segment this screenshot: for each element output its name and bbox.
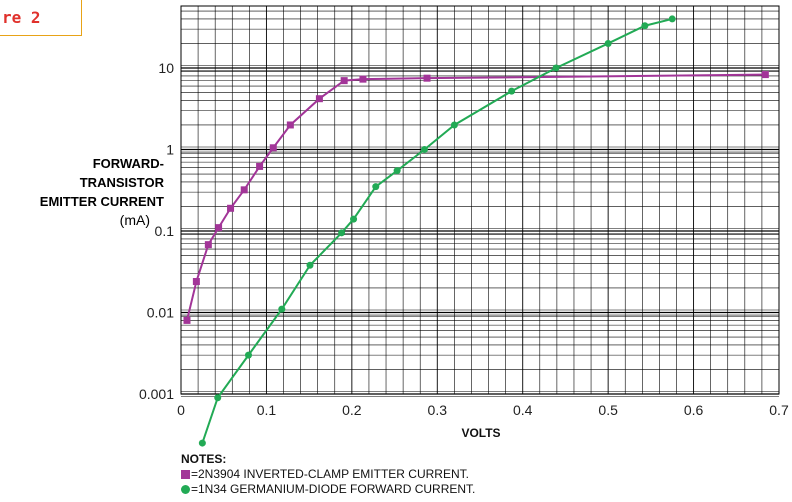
circle-data-point (244, 351, 252, 359)
note-item-1: =2N3904 INVERTED-CLAMP EMITTER CURRENT. (181, 467, 475, 482)
notes-title: NOTES: (181, 452, 227, 466)
note-item-2-text: =1N34 GERMANIUM-DIODE FORWARD CURRENT. (191, 482, 476, 496)
circle-data-point (214, 394, 222, 402)
figure-label: re 2 (0, 0, 82, 36)
y-tick-label: 0.001 (139, 386, 174, 402)
x-tick-label: 0.2 (342, 402, 362, 418)
square-data-point (315, 95, 323, 103)
x-tick-label: 0.7 (769, 402, 789, 418)
plot-frame (180, 5, 780, 395)
x-tick-label: 0.3 (428, 402, 448, 418)
y-tick-label: 1 (166, 142, 174, 158)
y-axis-label: FORWARD- TRANSISTOR EMITTER CURRENT (mA) (0, 154, 164, 230)
circle-data-point (372, 183, 380, 191)
circle-data-point (450, 121, 458, 129)
notes: NOTES: =2N3904 INVERTED-CLAMP EMITTER CU… (181, 452, 475, 497)
x-tick-label: 0 (177, 402, 185, 418)
square-data-point (215, 224, 223, 232)
chart-grid (180, 5, 780, 397)
circle-data-point (393, 167, 401, 175)
square-data-point (204, 241, 212, 249)
y-axis-label-line-1: FORWARD- (92, 156, 164, 171)
square-data-point (183, 316, 191, 324)
x-tick-label: 0.1 (257, 402, 277, 418)
x-tick-label: 0.4 (513, 402, 533, 418)
square-data-point (340, 77, 348, 85)
circle-data-point (641, 22, 649, 30)
circle-data-point (198, 439, 206, 447)
circle-data-point (508, 87, 516, 95)
circle-data-point (306, 261, 314, 269)
circle-data-point (350, 215, 358, 223)
x-tick-label: 0.5 (598, 402, 618, 418)
y-axis-label-line-3: EMITTER CURRENT (39, 194, 164, 209)
circle-data-point (668, 15, 676, 23)
y-tick-label: 10 (158, 60, 174, 76)
series-line-2 (201, 17, 673, 444)
circle-data-point (420, 146, 428, 153)
square-data-point (359, 75, 367, 83)
circle-marker-icon (181, 485, 190, 494)
y-tick-label: 0.01 (147, 305, 174, 321)
circle-data-point (278, 305, 286, 313)
square-data-point (761, 71, 769, 79)
note-item-1-text: =2N3904 INVERTED-CLAMP EMITTER CURRENT. (191, 467, 469, 481)
x-axis-label: VOLTS (461, 426, 500, 440)
square-data-point (269, 144, 277, 152)
chart-series (183, 15, 769, 447)
square-data-point (192, 278, 200, 286)
note-item-2: =1N34 GERMANIUM-DIODE FORWARD CURRENT. (181, 482, 475, 497)
square-data-point (256, 162, 264, 170)
square-data-point (286, 121, 294, 129)
x-tick-label: 0.6 (684, 402, 704, 418)
circle-data-point (338, 229, 346, 237)
y-tick-label: 0.1 (155, 223, 175, 239)
y-axis-label-line-2: TRANSISTOR (79, 175, 164, 190)
circle-data-point (604, 39, 612, 47)
square-data-point (227, 204, 235, 212)
square-data-point (240, 186, 248, 194)
square-marker-icon (181, 470, 190, 479)
square-data-point (423, 74, 431, 82)
circle-data-point (552, 64, 560, 72)
figure-label-text: re 2 (2, 8, 41, 27)
chart: 0 0.1 0.2 0.3 0.4 0.5 0.6 0.7 0.001 0.01 0.1 1 10 VO… (139, 5, 789, 447)
y-axis-unit: (mA) (119, 212, 150, 228)
chart-tick-labels: 0 0.1 0.2 0.3 0.4 0.5 0.6 0.7 0.001 0.01 0.1 1 10 (139, 60, 789, 418)
